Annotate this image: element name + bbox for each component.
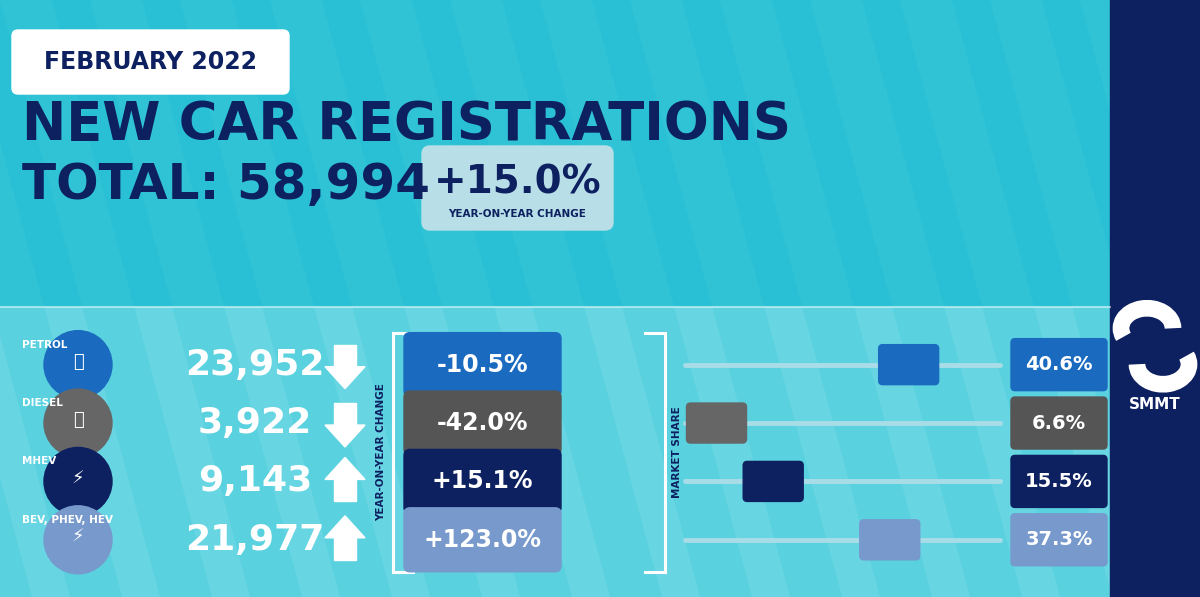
Text: NEW CAR REGISTRATIONS: NEW CAR REGISTRATIONS — [22, 99, 791, 151]
Text: +15.1%: +15.1% — [432, 469, 533, 494]
Text: 6.6%: 6.6% — [1032, 414, 1086, 433]
Polygon shape — [1170, 0, 1200, 597]
Text: BEV, PHEV, HEV: BEV, PHEV, HEV — [22, 515, 113, 525]
Polygon shape — [270, 0, 482, 597]
FancyBboxPatch shape — [878, 344, 938, 384]
Text: 40.6%: 40.6% — [1025, 355, 1093, 374]
FancyBboxPatch shape — [1010, 338, 1108, 390]
Polygon shape — [325, 367, 365, 389]
FancyBboxPatch shape — [404, 508, 562, 572]
FancyBboxPatch shape — [404, 333, 562, 396]
Bar — [1110, 0, 1200, 597]
Polygon shape — [334, 403, 356, 425]
Text: TOTAL: 58,994: TOTAL: 58,994 — [22, 161, 430, 209]
Text: ⚡: ⚡ — [72, 469, 84, 487]
FancyBboxPatch shape — [404, 391, 562, 455]
Text: ⛽: ⛽ — [73, 411, 83, 429]
Text: ⛽: ⛽ — [73, 353, 83, 371]
Text: FEBRUARY 2022: FEBRUARY 2022 — [44, 50, 257, 74]
FancyBboxPatch shape — [743, 461, 803, 501]
Polygon shape — [0, 0, 32, 597]
Text: DIESEL: DIESEL — [22, 398, 62, 408]
Text: YEAR-ON-YEAR CHANGE: YEAR-ON-YEAR CHANGE — [449, 209, 587, 219]
FancyBboxPatch shape — [422, 146, 613, 230]
Polygon shape — [720, 0, 932, 597]
Polygon shape — [0, 0, 122, 597]
Text: MHEV: MHEV — [22, 457, 56, 466]
Polygon shape — [810, 0, 1022, 597]
Text: 3,922: 3,922 — [198, 406, 312, 440]
Polygon shape — [325, 457, 365, 479]
Polygon shape — [630, 0, 842, 597]
Polygon shape — [334, 344, 356, 367]
Text: 23,952: 23,952 — [185, 347, 325, 381]
Text: +15.0%: +15.0% — [433, 163, 601, 201]
Text: SMMT: SMMT — [1129, 397, 1181, 412]
Text: 15.5%: 15.5% — [1025, 472, 1093, 491]
Circle shape — [44, 331, 112, 399]
Polygon shape — [334, 479, 356, 501]
Polygon shape — [360, 0, 572, 597]
Polygon shape — [900, 0, 1112, 597]
FancyBboxPatch shape — [1010, 456, 1108, 507]
Polygon shape — [180, 0, 392, 597]
Text: YEAR-ON-YEAR CHANGE: YEAR-ON-YEAR CHANGE — [376, 383, 386, 521]
Text: +123.0%: +123.0% — [424, 528, 541, 552]
FancyBboxPatch shape — [12, 30, 289, 94]
Polygon shape — [325, 516, 365, 538]
Text: 9,143: 9,143 — [198, 464, 312, 498]
Polygon shape — [325, 425, 365, 447]
FancyBboxPatch shape — [404, 450, 562, 513]
Circle shape — [44, 447, 112, 515]
Polygon shape — [334, 538, 356, 560]
Circle shape — [44, 389, 112, 457]
FancyBboxPatch shape — [686, 403, 746, 443]
Polygon shape — [540, 0, 752, 597]
Circle shape — [44, 506, 112, 574]
FancyBboxPatch shape — [1010, 397, 1108, 449]
Polygon shape — [1080, 0, 1200, 597]
Text: 37.3%: 37.3% — [1025, 530, 1093, 549]
Polygon shape — [90, 0, 302, 597]
Text: 21,977: 21,977 — [185, 523, 325, 557]
Bar — [0, 307, 1110, 597]
Text: -10.5%: -10.5% — [437, 353, 528, 377]
Text: MARKET SHARE: MARKET SHARE — [672, 407, 682, 498]
Polygon shape — [0, 0, 212, 597]
Polygon shape — [450, 0, 662, 597]
Polygon shape — [990, 0, 1200, 597]
FancyBboxPatch shape — [859, 520, 919, 560]
Text: PETROL: PETROL — [22, 340, 67, 350]
Text: ⚡: ⚡ — [72, 528, 84, 546]
FancyBboxPatch shape — [1010, 514, 1108, 566]
Text: -42.0%: -42.0% — [437, 411, 528, 435]
